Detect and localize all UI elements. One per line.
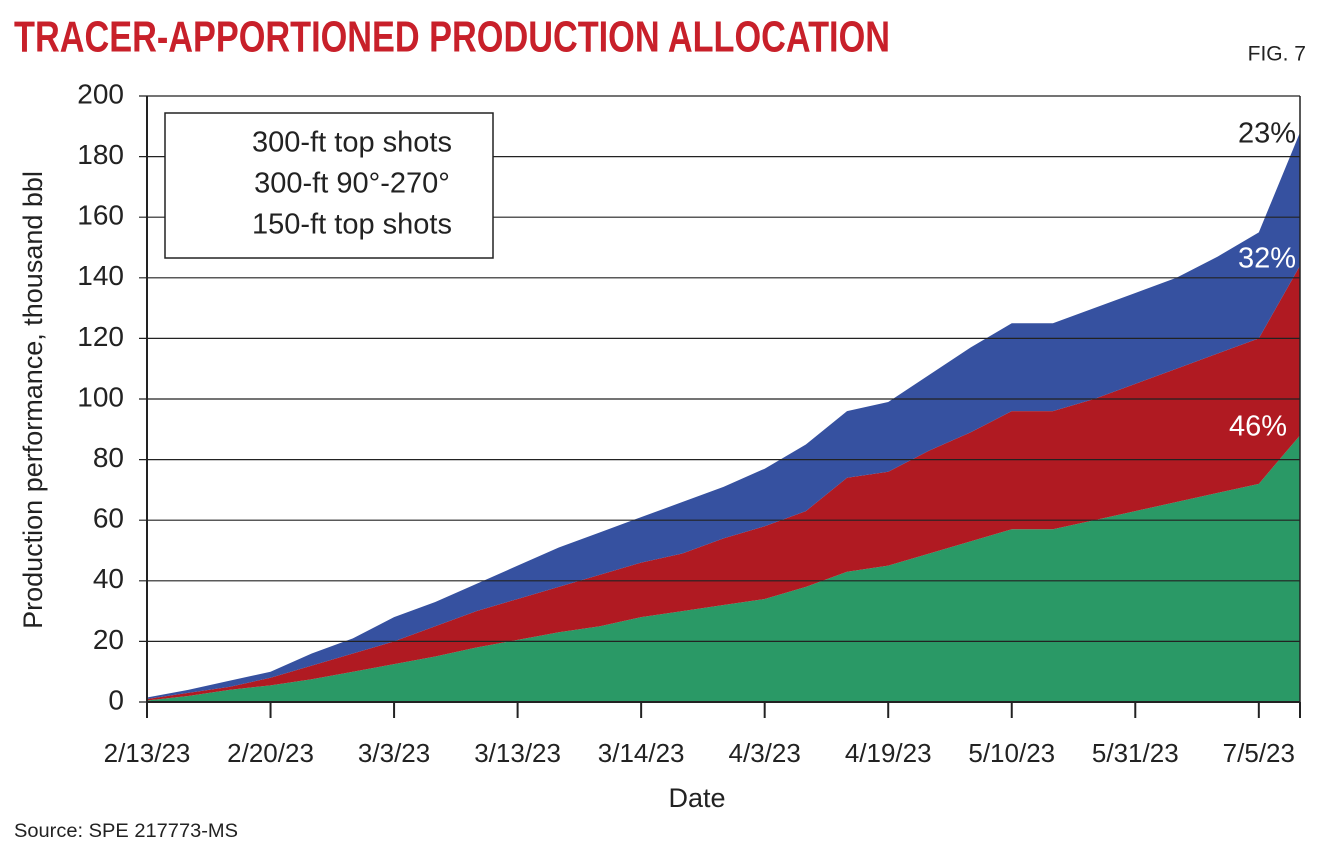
area — [147, 435, 1300, 702]
y-tick-label: 200 — [77, 78, 124, 109]
x-tick-label: 3/3/23 — [358, 738, 430, 768]
x-tick-label: 2/20/23 — [227, 738, 314, 768]
source: Source: SPE 217773-MS — [14, 821, 238, 842]
y-tick-label: 160 — [77, 200, 124, 231]
y-tick-label: 80 — [93, 442, 124, 473]
legend-entry: 150-ft top shots — [252, 209, 452, 241]
y-tick-label: 100 — [77, 381, 124, 412]
x-tick-label: 5/31/23 — [1092, 738, 1179, 768]
x-axis-label: Date — [668, 783, 725, 813]
x-tick-label: 3/13/23 — [474, 738, 561, 768]
y-tick-label: 20 — [93, 624, 124, 655]
y-tick-label: 60 — [93, 503, 124, 534]
chart-title: TRACER-APPORTIONED PRODUCTION ALLOCATION — [14, 13, 890, 62]
legend-entry: 300-ft 90°-270° — [254, 168, 450, 200]
x-tick-label: 7/5/23 — [1223, 738, 1295, 768]
area — [147, 265, 1300, 701]
x-tick-label: 2/13/23 — [104, 738, 191, 768]
annotation: 32% — [1238, 243, 1296, 275]
x-tick-label: 4/3/23 — [729, 738, 801, 768]
y-tick-label: 120 — [77, 321, 124, 352]
y-tick-label: 180 — [77, 139, 124, 170]
x-tick-label: 3/14/23 — [598, 738, 685, 768]
y-tick-label: 40 — [93, 563, 124, 594]
legend-entry: 300-ft top shots — [252, 127, 452, 159]
y-tick-label: 0 — [108, 684, 124, 715]
y-axis-label: Production performance, thousand bbl — [18, 171, 48, 629]
annotation: 23% — [1238, 118, 1296, 150]
figure-label: FIG. 7 — [1248, 43, 1306, 66]
x-tick-label: 4/19/23 — [845, 738, 932, 768]
annotation: 46% — [1229, 411, 1287, 443]
x-tick-label: 5/10/23 — [968, 738, 1055, 768]
legend-box — [164, 112, 494, 259]
y-tick-label: 140 — [77, 260, 124, 291]
